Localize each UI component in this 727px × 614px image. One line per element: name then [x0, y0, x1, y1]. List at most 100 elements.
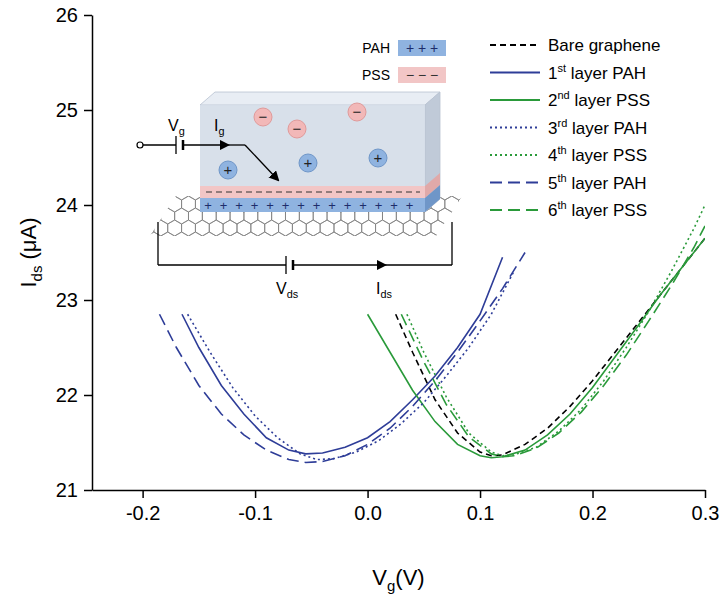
legend-label-part: nd [557, 89, 569, 101]
inset-key-box [398, 40, 446, 56]
pah-charge: + [297, 198, 305, 213]
inset-label-part: g [179, 125, 185, 137]
pah-charge: + [359, 198, 367, 213]
hexagon [133, 184, 147, 200]
wire [385, 264, 452, 265]
hexagon [195, 244, 209, 260]
tick-mark [480, 490, 482, 498]
ion-sign: − [293, 120, 302, 137]
wire [143, 144, 176, 145]
legend-label: 2nd layer PSS [548, 89, 650, 110]
legend-label-part: 1 [548, 64, 557, 83]
ion-sign: + [374, 149, 383, 166]
wire [158, 264, 286, 265]
hexagon [161, 232, 175, 248]
hexagon [459, 220, 473, 236]
legend-swatch [490, 209, 540, 211]
tick: 24 [56, 194, 92, 216]
hexagon [431, 244, 445, 260]
legend-label-part: th [557, 199, 566, 211]
hexagon [459, 244, 473, 260]
legend-label: 3rd layer PAH [548, 117, 647, 138]
inset-key-sign: − [418, 67, 426, 83]
pah-charge: + [375, 198, 383, 213]
hexagon [175, 232, 189, 248]
hexagon [410, 232, 424, 248]
legend-swatch [490, 154, 540, 156]
ion-sign: − [353, 103, 362, 120]
legend-label-part: layer PAH [566, 64, 646, 83]
tick-mark [84, 205, 92, 207]
tick: -0.2 [126, 490, 160, 524]
hexagon [202, 232, 216, 248]
hexagon [403, 244, 417, 260]
wire [245, 145, 278, 180]
legend-label-part: layer PAH [567, 119, 647, 138]
hexagon [265, 244, 279, 260]
legend-label-part: layer PSS [567, 201, 647, 220]
y-axis-title: Ids (μA) [16, 217, 45, 287]
tick: 21 [56, 479, 92, 501]
ion-sign: + [224, 161, 233, 178]
tick-label: -0.1 [238, 502, 272, 524]
hexagon [341, 232, 355, 248]
tick-label: 0.0 [354, 502, 382, 524]
hexagon [313, 232, 327, 248]
legend-label-part: 5 [548, 174, 557, 193]
ion [348, 103, 366, 121]
series-line [401, 226, 705, 457]
series-line [396, 238, 705, 456]
pah-charge: + [313, 198, 321, 213]
tick: -0.1 [238, 490, 272, 524]
hexagon [452, 232, 466, 248]
hexagon [299, 232, 313, 248]
pah-charge: + [204, 198, 212, 213]
legend-swatch [490, 182, 540, 184]
legend-label-part: st [557, 62, 566, 74]
tick-label: 0.2 [579, 502, 607, 524]
tick-label: 23 [56, 289, 78, 311]
legend-label-part: layer PSS [570, 91, 650, 110]
inset-label: Ig [214, 117, 225, 137]
pss-layer [200, 186, 425, 198]
hexagon [417, 244, 431, 260]
pah-charge: + [251, 198, 259, 213]
hexagon [306, 244, 320, 260]
tick: 25 [56, 99, 92, 121]
wire [293, 264, 385, 265]
tick: 23 [56, 289, 92, 311]
hexagon [161, 184, 175, 200]
inset-key-box [398, 67, 446, 83]
inset-key-sign: − [430, 67, 438, 83]
hexagon [348, 244, 362, 260]
hexagon [251, 244, 265, 260]
inset-key-sign: − [406, 67, 414, 83]
legend-swatch [490, 44, 540, 46]
hexagon [133, 232, 147, 248]
legend-label-part: 6 [548, 201, 557, 220]
ion [254, 108, 272, 126]
battery-plate [285, 256, 286, 274]
electrolyte-top [200, 92, 440, 105]
wire [183, 144, 228, 145]
hexagon [292, 244, 306, 260]
hexagon [216, 232, 230, 248]
hexagon [237, 244, 251, 260]
inset-label: Vg [168, 117, 185, 137]
ion [288, 120, 306, 138]
tick-mark [84, 490, 92, 492]
tick-mark [705, 490, 707, 498]
hexagon [382, 232, 396, 248]
legend-swatch [490, 72, 540, 74]
tick: 0.1 [467, 490, 495, 524]
ion [219, 161, 237, 179]
legend: Bare graphene1st layer PAH2nd layer PSS3… [490, 36, 660, 220]
hexagon [154, 244, 168, 260]
battery-plate [175, 136, 176, 154]
wire [228, 144, 245, 145]
pah-charge: + [390, 198, 398, 213]
inset-label-part: g [218, 125, 224, 137]
pah-charge: + [235, 198, 243, 213]
legend-label-part: rd [557, 117, 567, 129]
hexagon [438, 232, 452, 248]
